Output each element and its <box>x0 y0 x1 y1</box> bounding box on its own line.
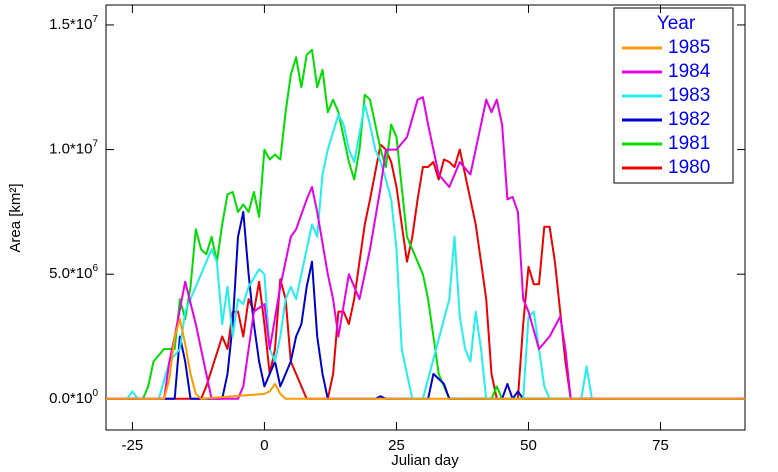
series-line <box>106 210 745 400</box>
legend-label: 1984 <box>668 61 711 82</box>
y-tick-label: 0.0*100 <box>49 388 98 407</box>
legend-label: 1983 <box>668 85 710 106</box>
x-tick-label: 50 <box>520 437 537 454</box>
y-tick-label: 5.0*106 <box>49 263 98 282</box>
x-tick-label: 0 <box>260 437 268 454</box>
y-tick-exponent: 6 <box>92 263 98 274</box>
y-tick-base: 1.0*10 <box>49 141 92 158</box>
y-axis-label: Area [km²] <box>7 183 24 252</box>
y-tick-label: 1.5*107 <box>49 14 98 33</box>
series-line <box>106 96 745 400</box>
series-line <box>106 318 745 400</box>
y-tick-base: 1.5*10 <box>49 16 92 33</box>
y-tick-exponent: 0 <box>92 388 98 399</box>
x-tick-label: -25 <box>122 437 144 454</box>
x-axis-label: Julian day <box>391 452 459 469</box>
legend-label: 1980 <box>668 157 710 178</box>
y-tick-base: 5.0*10 <box>49 265 92 282</box>
x-tick-label: 25 <box>388 437 405 454</box>
legend-label: 1985 <box>668 37 710 58</box>
legend-label: 1982 <box>668 109 710 130</box>
x-tick-label: 75 <box>652 437 669 454</box>
series-line <box>106 103 745 400</box>
y-tick-base: 0.0*10 <box>49 390 92 407</box>
legend-title: Year <box>657 13 696 34</box>
series-line <box>106 48 745 400</box>
legend-label: 1981 <box>668 133 710 154</box>
y-tick-exponent: 7 <box>92 14 98 25</box>
y-tick-label: 1.0*107 <box>49 139 98 158</box>
plot-frame <box>105 4 746 431</box>
y-tick-exponent: 7 <box>92 139 98 150</box>
series-line <box>106 143 745 400</box>
